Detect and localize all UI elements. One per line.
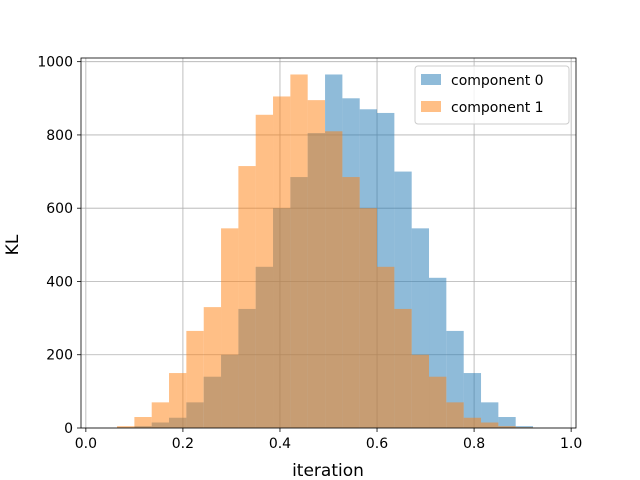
histogram-bar-series-1 bbox=[255, 114, 274, 429]
histogram-bar-series-1 bbox=[481, 422, 499, 428]
histogram-bar-series-1 bbox=[463, 417, 482, 428]
axes-layer: 0.0 0.2 0.4 0.6 0.8 1.0 0 200 400 600 800 1000 bbox=[37, 55, 582, 452]
x-tick-label: 0.6 bbox=[366, 436, 388, 452]
bars-layer bbox=[117, 74, 534, 429]
histogram-bar-series-0 bbox=[481, 402, 499, 428]
histogram-bar-series-1 bbox=[307, 100, 326, 428]
histogram-bar-series-1 bbox=[186, 330, 204, 428]
histogram-bar-series-0 bbox=[463, 373, 482, 428]
histogram-bar-series-1 bbox=[394, 308, 412, 428]
y-tick-label: 800 bbox=[46, 128, 73, 144]
histogram-bar-series-1 bbox=[359, 208, 378, 428]
y-axis-title: KL bbox=[3, 234, 23, 255]
histogram-bar-series-0 bbox=[498, 417, 516, 428]
histogram-bar-series-0 bbox=[515, 426, 534, 428]
histogram-bar-series-1 bbox=[273, 96, 291, 429]
y-tick-label: 200 bbox=[46, 348, 73, 364]
x-tick-label: 1.0 bbox=[560, 436, 582, 452]
x-tick-label: 0.2 bbox=[172, 436, 194, 452]
legend-swatch-component-1 bbox=[421, 101, 441, 112]
y-tick-label: 0 bbox=[64, 421, 73, 437]
legend-label-component-1: component 1 bbox=[451, 100, 544, 116]
histogram-bar-series-1 bbox=[117, 426, 135, 428]
histogram-bar-series-1 bbox=[151, 402, 170, 428]
plot-frame bbox=[80, 57, 577, 429]
histogram-bar-series-1 bbox=[221, 228, 239, 428]
histogram-bar-series-1 bbox=[325, 131, 343, 428]
legend-swatch-component-0 bbox=[421, 74, 441, 85]
x-tick-label: 0.0 bbox=[75, 436, 97, 452]
histogram-bar-series-1 bbox=[203, 307, 222, 428]
y-tick-label: 600 bbox=[46, 201, 73, 217]
legend-frame bbox=[414, 65, 570, 125]
histogram-bar-series-1 bbox=[169, 373, 187, 428]
histogram-bar-series-1 bbox=[238, 166, 256, 428]
histogram-bar-series-1 bbox=[446, 402, 464, 428]
histogram-bar-series-1 bbox=[134, 417, 152, 428]
legend: component 0 component 1 bbox=[414, 65, 570, 125]
histogram-bar-series-1 bbox=[411, 354, 430, 428]
histogram-bar-series-1 bbox=[290, 74, 308, 429]
y-tick-label: 1000 bbox=[37, 55, 73, 71]
x-axis-title: iteration bbox=[292, 461, 364, 480]
histogram-bar-series-1 bbox=[342, 177, 360, 428]
histogram-bar-series-1 bbox=[429, 376, 447, 428]
y-tick-label: 400 bbox=[46, 274, 73, 290]
histogram-bar-series-1 bbox=[498, 426, 516, 428]
histogram-bar-series-1 bbox=[377, 266, 395, 428]
x-tick-label: 0.4 bbox=[269, 436, 291, 452]
legend-label-component-0: component 0 bbox=[451, 73, 544, 89]
x-tick-label: 0.8 bbox=[463, 436, 485, 452]
